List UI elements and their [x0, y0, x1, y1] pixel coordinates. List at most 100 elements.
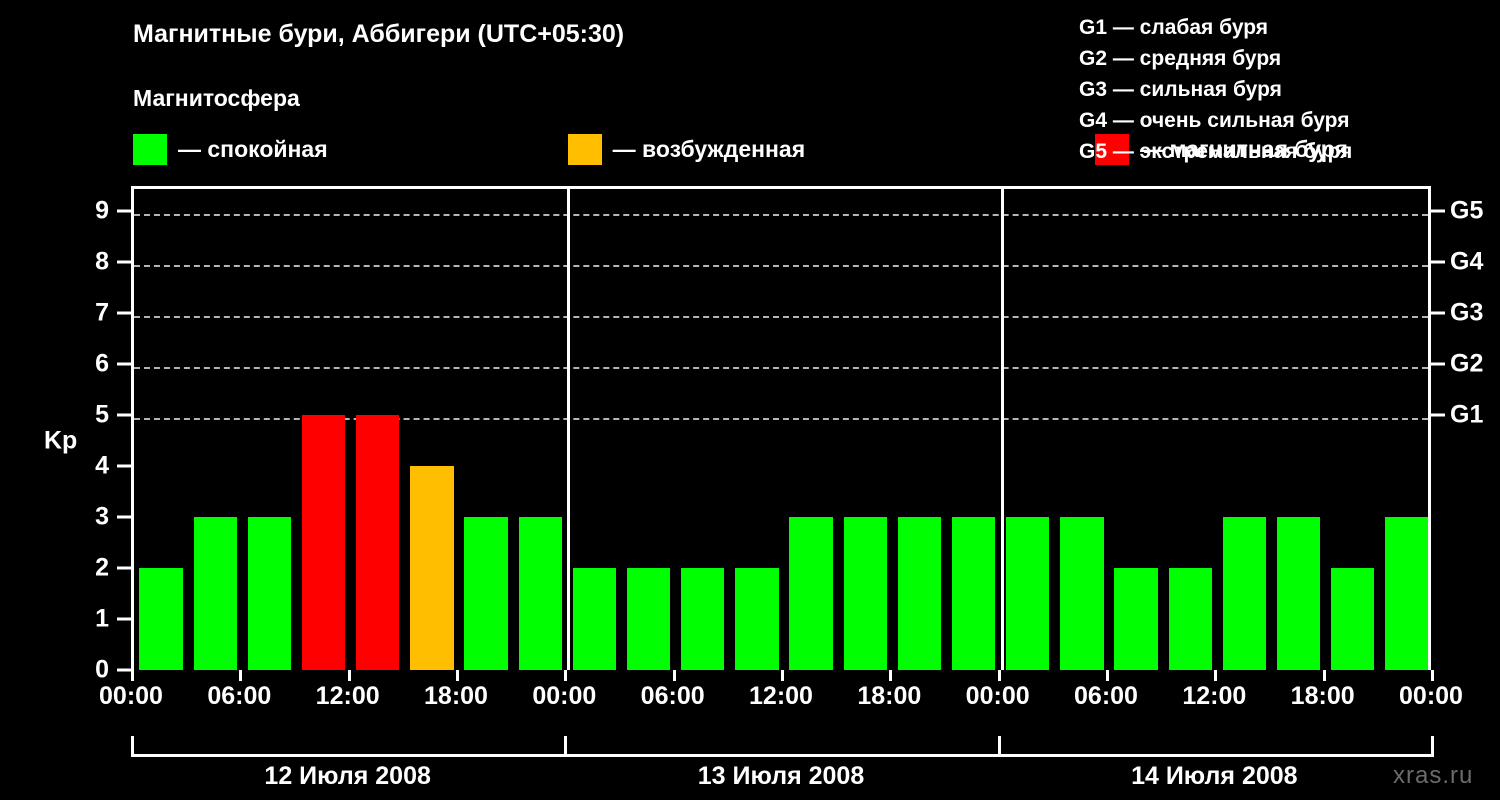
x-tick-mark-2: [347, 670, 351, 681]
y-tick-label-6: 6: [95, 349, 109, 378]
x-tick-label-11: 18:00: [1290, 682, 1355, 710]
bar-kp: [464, 517, 508, 670]
x-tick-label-6: 12:00: [749, 682, 813, 710]
gridline-kp-6: [134, 367, 1428, 370]
y-tick-label-2: 2: [95, 553, 109, 582]
bar-kp: [1006, 517, 1050, 670]
chart-bars-container: [134, 189, 1428, 670]
bar-kp: [843, 517, 887, 670]
x-tick-mark-9: [1106, 670, 1109, 681]
g-tick-mark-g1: [1431, 413, 1445, 417]
bar-kp: [572, 568, 617, 670]
bar-kp: [1222, 517, 1267, 670]
date-bracket-tick-1: [564, 736, 568, 757]
y-tick-mark-8: [117, 260, 131, 264]
magnetosphere-heading: Магнитосфера: [133, 85, 300, 111]
x-tick-mark-1: [239, 670, 243, 681]
bar-kp: [951, 517, 996, 670]
bar-kp: [1060, 517, 1104, 670]
g-scale-legend: G1 — слабая буря G2 — средняя буря G3 — си…: [1079, 12, 1499, 167]
y-axis-left: 0 1 2 3 4 5 6 7 8 9 Kp: [0, 186, 131, 682]
chart-plot-area: [131, 186, 1431, 670]
y-tick-mark-5: [117, 413, 131, 417]
x-tick-mark-11: [1322, 670, 1326, 681]
g-tick-mark-g5: [1431, 209, 1445, 213]
x-tick-label-8: 00:00: [965, 682, 1030, 710]
g-tick-label-g4: G4: [1450, 247, 1484, 276]
g-scale-row-g1: G1 — слабая буря: [1079, 16, 1269, 39]
bar-kp: [139, 568, 183, 670]
y-tick-mark-4: [117, 464, 131, 468]
x-tick-label-7: 18:00: [857, 682, 922, 710]
bar-kp: [301, 415, 346, 670]
y-tick-mark-9: [117, 209, 131, 213]
bar-kp: [410, 466, 454, 670]
g-tick-mark-g2: [1431, 362, 1445, 366]
bar-kp: [897, 517, 942, 670]
g-scale-row-g2: G2 — средняя буря: [1079, 47, 1282, 70]
x-tick-mark-7: [889, 670, 893, 681]
x-tick-mark-4: [564, 670, 568, 681]
y-tick-mark-1: [117, 617, 131, 621]
x-tick-label-3: 18:00: [424, 682, 488, 710]
y-tick-label-9: 9: [95, 196, 109, 225]
g-tick-mark-g4: [1431, 260, 1445, 264]
legend-swatch-unsettled-icon: [567, 133, 602, 165]
x-tick-label-4: 00:00: [532, 682, 597, 710]
x-tick-mark-8: [997, 670, 1001, 681]
legend-swatch-storm-icon: [1095, 133, 1130, 165]
x-tick-mark-12: [1431, 670, 1434, 681]
bar-kp: [518, 517, 562, 670]
x-axis: 00:00 06:00 12:00 18:00 00:00 06:00 12:00 18:00…: [0, 670, 1500, 730]
bar-kp: [1385, 517, 1428, 670]
gridline-kp-7: [134, 316, 1428, 319]
legend-swatch-quiet-icon: [133, 133, 167, 165]
x-tick-label-5: 06:00: [640, 682, 705, 710]
x-tick-label-0: 00:00: [99, 682, 163, 710]
bar-kp: [193, 517, 237, 670]
x-tick-mark-5: [672, 670, 676, 681]
day-separator-1: [567, 189, 571, 670]
x-tick-label-1: 06:00: [207, 682, 272, 710]
day-separator-2: [1000, 189, 1004, 670]
x-tick-mark-6: [781, 670, 784, 681]
y-tick-mark-0: [117, 668, 131, 672]
y-tick-label-4: 4: [95, 451, 109, 480]
date-bracket-tick-3: [1431, 736, 1434, 757]
y-tick-label-0: 0: [95, 655, 109, 684]
x-tick-mark-10: [1214, 670, 1218, 681]
bar-kp: [1276, 517, 1321, 670]
g-tick-mark-g3: [1431, 311, 1445, 315]
gridline-kp-5: [134, 418, 1428, 421]
y-axis-right-g-scale: G1 G2 G3 G4 G5: [1431, 186, 1500, 676]
date-bracket-line: [131, 754, 1431, 757]
legend-label-storm: — магнитная буря: [1140, 135, 1348, 162]
legend-entry-quiet: — спокойная: [133, 132, 328, 166]
bar-kp: [681, 568, 725, 670]
g-tick-label-g2: G2: [1450, 349, 1484, 378]
date-bracket-axis: 12 Июля 2008 13 Июля 2008 14 Июля 2008: [0, 732, 1500, 800]
date-bracket-tick-0: [131, 736, 134, 757]
g-scale-row-g5: G5 — экстремальная буря: [1079, 140, 1353, 163]
g-scale-row-g4: G4 — очень сильная буря: [1079, 109, 1350, 132]
date-label-day-3: 14 Июля 2008: [1131, 762, 1298, 790]
x-tick-label-12: 00:00: [1399, 682, 1463, 710]
bar-kp: [247, 517, 292, 670]
g-scale-row-g3: G3 — сильная буря: [1079, 78, 1282, 101]
y-tick-label-1: 1: [95, 604, 109, 633]
date-label-day-2: 13 Июля 2008: [697, 762, 865, 790]
y-tick-mark-3: [117, 515, 131, 519]
date-bracket-tick-2: [997, 736, 1001, 757]
y-tick-label-5: 5: [95, 400, 109, 429]
x-tick-label-9: 06:00: [1074, 682, 1138, 710]
date-label-day-1: 12 Июля 2008: [264, 762, 431, 790]
bar-kp: [735, 568, 779, 670]
bar-kp: [1114, 568, 1158, 670]
legend-label-unsettled: — возбужденная: [612, 135, 806, 162]
y-tick-mark-7: [117, 311, 131, 315]
gridline-kp-9: [134, 214, 1428, 217]
watermark: xras.ru: [1393, 762, 1474, 789]
y-axis-title: Kp: [44, 426, 78, 455]
x-tick-mark-0: [131, 670, 134, 681]
y-tick-label-7: 7: [95, 298, 109, 327]
